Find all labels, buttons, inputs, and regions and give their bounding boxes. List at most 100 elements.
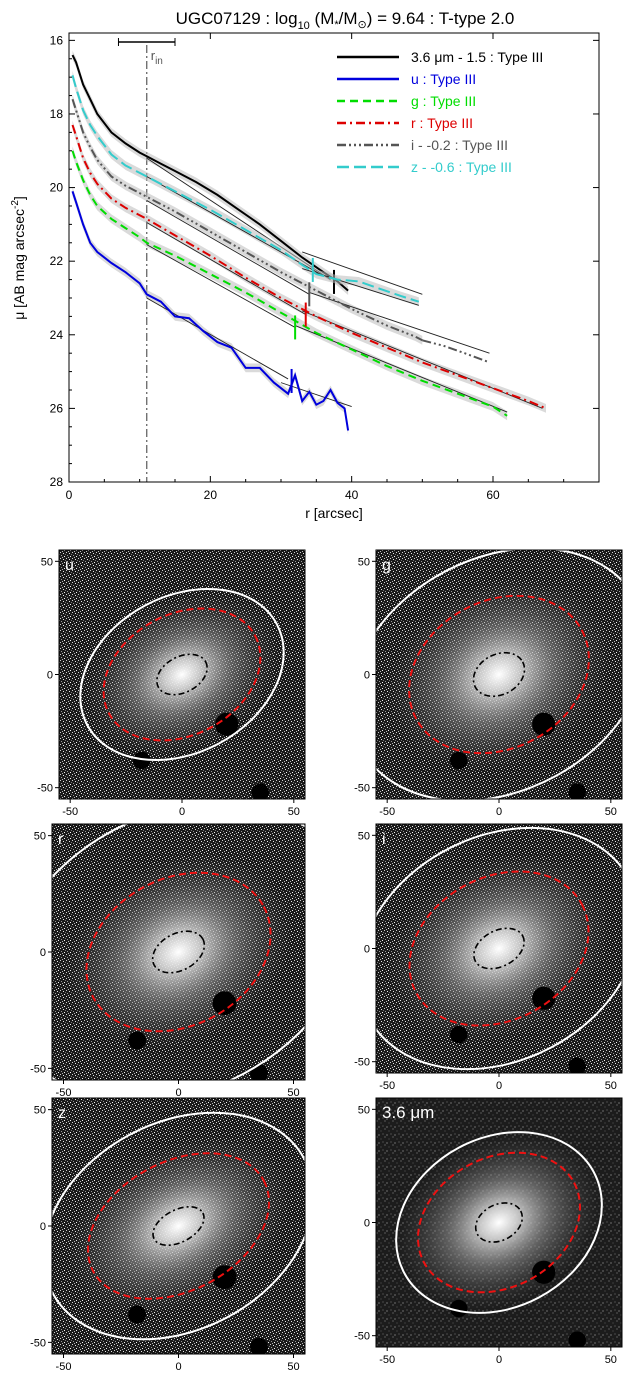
panel-x-tick-label: -50	[379, 1080, 395, 1092]
panel-x-tick-label: -50	[379, 1354, 395, 1366]
profile-chart: UGC07129 : log10 (M*/M⊙) = 9.64 : T-type…	[10, 9, 600, 521]
panel-x-tick-label: 0	[179, 806, 185, 818]
inner-ellipse	[472, 651, 526, 698]
series-line	[71, 54, 349, 292]
masked-star	[568, 1331, 586, 1347]
image-panel-2: r -50 0 50 -50 0 50	[30, 823, 306, 1099]
image-panel-content	[59, 550, 305, 799]
panel-y-tick-label: -50	[354, 1331, 370, 1343]
legend-label: z - -0.6 : Type III	[411, 159, 512, 175]
panel-x-tick-label: 50	[287, 1087, 299, 1099]
masked-star	[27, 1287, 45, 1305]
panel-y-tick-label: -50	[37, 783, 53, 795]
series-fit-outer	[280, 382, 352, 407]
y-axis-label-sup: -2	[10, 200, 21, 209]
panel-label: 3.6 μm	[382, 1103, 434, 1122]
panel-y-tick-label: 50	[358, 556, 370, 568]
masked-star	[532, 712, 556, 736]
x-tick-label: 60	[486, 488, 500, 502]
masked-star	[212, 1265, 237, 1290]
masked-star	[568, 1057, 586, 1073]
panel-x-tick-label: 50	[605, 806, 617, 818]
panel-y-tick-label: 50	[34, 1105, 46, 1117]
image-panel-3: i -50 0 50 -50 0 50	[354, 823, 623, 1092]
chart-title-over: /M	[339, 9, 358, 28]
r-in-label-sub: in	[155, 56, 163, 67]
panel-y-tick-label: 0	[40, 1221, 46, 1233]
r-in-label-main: r	[151, 48, 156, 63]
series-line	[71, 150, 508, 417]
panel-y-tick-label: 50	[358, 1104, 370, 1116]
panel-y-tick-label: 0	[364, 944, 370, 956]
panel-x-tick-label: 0	[175, 1087, 181, 1099]
chart-title-sun: ⊙	[358, 19, 367, 31]
series-fit-outer	[302, 251, 423, 295]
inner-ellipse	[151, 930, 206, 974]
legend: 3.6 μm - 1.5 : Type III u : Type III g : T…	[337, 49, 543, 175]
legend-label: i - -0.2 : Type III	[411, 137, 508, 153]
panel-x-tick-label: 0	[496, 1080, 502, 1092]
panel-label: g	[382, 557, 391, 574]
panel-label: z	[58, 1105, 66, 1122]
masked-star	[128, 1031, 147, 1050]
break-ellipse	[408, 870, 590, 1027]
series-3	[71, 120, 547, 413]
series-2	[71, 146, 508, 421]
image-panel-0: u -50 0 50 -50 0 50	[37, 549, 306, 818]
masked-star	[133, 751, 151, 770]
image-panel-content	[352, 550, 622, 799]
outer-ellipse	[376, 826, 622, 1071]
panel-y-tick-label: 50	[34, 831, 46, 843]
panel-y-tick-label: 0	[40, 947, 46, 959]
panel-y-tick-label: 50	[358, 830, 370, 842]
masked-star	[212, 991, 237, 1016]
panel-y-tick-label: 50	[41, 556, 53, 568]
y-tick-label: 20	[50, 181, 64, 195]
x-tick-label: 0	[66, 488, 73, 502]
panel-y-tick-label: -50	[354, 783, 370, 795]
series-fit-inner	[146, 200, 310, 295]
chart-title-main: UGC07129 : log	[176, 9, 298, 28]
panel-x-tick-label: -50	[56, 1361, 72, 1373]
outer-ellipse	[52, 824, 305, 1080]
x-tick-label: 40	[345, 488, 359, 502]
image-panel-content	[376, 1098, 622, 1347]
panel-x-tick-label: -50	[56, 1087, 72, 1099]
y-tick-label: 26	[50, 401, 64, 415]
x-axis-label: r [arcsec]	[305, 505, 363, 521]
series-fit-outer	[309, 292, 490, 354]
series-line	[71, 190, 350, 431]
chart-title-sub: 10	[298, 20, 310, 32]
panel-y-tick-label: -50	[30, 1063, 46, 1075]
chart-title-end: ) = 9.64 : T-type 2.0	[367, 9, 515, 28]
image-panel-content	[27, 1098, 305, 1354]
y-tick-label: 28	[50, 475, 64, 489]
series-line-tail	[422, 339, 490, 364]
series-4	[71, 94, 490, 364]
masked-star	[352, 734, 369, 751]
masked-star	[250, 1338, 268, 1354]
galaxy-light	[65, 1135, 292, 1317]
y-tick-label: 16	[50, 33, 64, 47]
image-panel-content	[52, 824, 305, 1080]
panel-label: i	[382, 831, 386, 848]
series-5	[71, 70, 420, 307]
panel-y-tick-label: 0	[47, 670, 53, 682]
series-line	[71, 98, 423, 342]
plot-area: rin	[71, 38, 547, 482]
plot-frame	[68, 32, 600, 483]
y-axis-label-main: μ [AB mag arcsec	[11, 209, 27, 320]
x-tick-label: 20	[204, 488, 218, 502]
series-1	[71, 186, 352, 435]
break-ellipse	[417, 1151, 581, 1294]
panel-x-tick-label: 0	[175, 1361, 181, 1373]
panel-y-tick-label: -50	[30, 1337, 46, 1349]
y-axis-label: μ [AB mag arcsec-2]	[10, 196, 27, 320]
masked-star	[532, 986, 556, 1010]
image-panel-1: g -50 0 50 -50 0 50	[352, 549, 623, 818]
panel-x-tick-label: 50	[605, 1354, 617, 1366]
masked-star	[128, 1305, 147, 1324]
y-tick-label: 24	[50, 328, 64, 342]
